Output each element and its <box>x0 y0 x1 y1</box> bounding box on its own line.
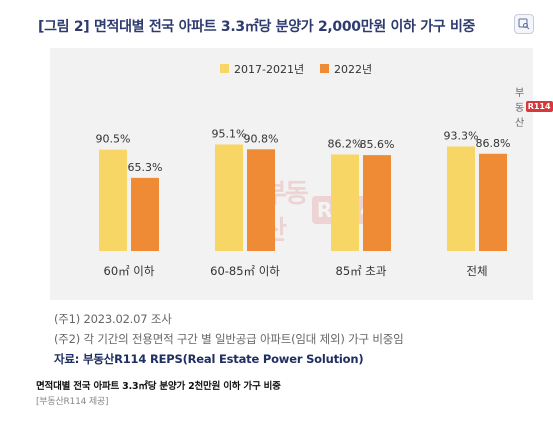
data-label-4-series-1: 93.3% <box>444 130 479 143</box>
logo-mark: R114 <box>525 100 553 112</box>
note-1: (주1) 2023.02.07 조사 <box>54 312 172 326</box>
bar-2-series-2 <box>247 149 275 251</box>
bar-3-series-1 <box>331 154 359 251</box>
source-text: 자료: 부동산R114 REPS(Real Estate Power Solut… <box>54 352 364 366</box>
data-label-3-series-2: 85.6% <box>360 138 395 151</box>
category-label-4: 전체 <box>466 264 487 278</box>
data-label-2-series-1: 95.1% <box>212 127 247 140</box>
category-label-2: 60-85㎡ 이하 <box>210 264 280 278</box>
data-label-4-series-2: 86.8% <box>476 137 511 150</box>
notes: (주1) 2023.02.07 조사 (주2) 각 기간의 전용면적 구간 별 … <box>54 309 404 369</box>
legend-swatch-2 <box>320 64 329 73</box>
bar-4-series-2 <box>479 153 507 251</box>
bar-2-series-1 <box>215 144 243 251</box>
credit: [부동산R114 제공] <box>36 397 109 407</box>
image-search-icon[interactable] <box>514 14 534 34</box>
note-2: (주2) 각 기간의 전용면적 구간 별 일반공급 아파트(임대 제외) 가구 … <box>54 332 404 346</box>
data-label-1-series-1: 90.5% <box>96 133 131 146</box>
chart-area: 부동산 R114 2017-2021년 2022년 90.5% 65.3% 60㎡ 이하… <box>50 48 553 300</box>
category-label-1: 60㎡ 이하 <box>104 264 155 278</box>
caption: 면적대별 전국 아파트 3.3㎡당 분양가 2천만원 이하 가구 비중 <box>36 381 281 392</box>
bar-chart: 2017-2021년 2022년 90.5% 65.3% 60㎡ 이하 95.1%90.8… <box>96 63 511 278</box>
legend-swatch-1 <box>220 64 229 73</box>
bar-1-series-1 <box>99 149 127 251</box>
category-label-3: 85㎡ 초과 <box>336 264 387 278</box>
data-label-1-series-2: 65.3% <box>128 161 163 174</box>
bar-1-series-2 <box>131 177 159 251</box>
data-label-2-series-2: 90.8% <box>244 132 279 145</box>
bar-3-series-2 <box>363 155 391 251</box>
legend-label-2: 2022년 <box>334 63 372 76</box>
legend-label-1: 2017-2021년 <box>234 63 304 76</box>
logo: 부동산 R114 <box>515 88 553 129</box>
logo-text: 부동산 <box>515 87 524 129</box>
bar-4-series-1 <box>447 146 475 251</box>
figure-title: [그림 2] 면적대별 전국 아파트 3.3㎡당 분양가 2,000만원 이하 … <box>38 19 476 35</box>
figure: [그림 2] 면적대별 전국 아파트 3.3㎡당 분양가 2,000만원 이하 … <box>12 6 553 366</box>
data-label-3-series-1: 86.2% <box>328 137 363 150</box>
